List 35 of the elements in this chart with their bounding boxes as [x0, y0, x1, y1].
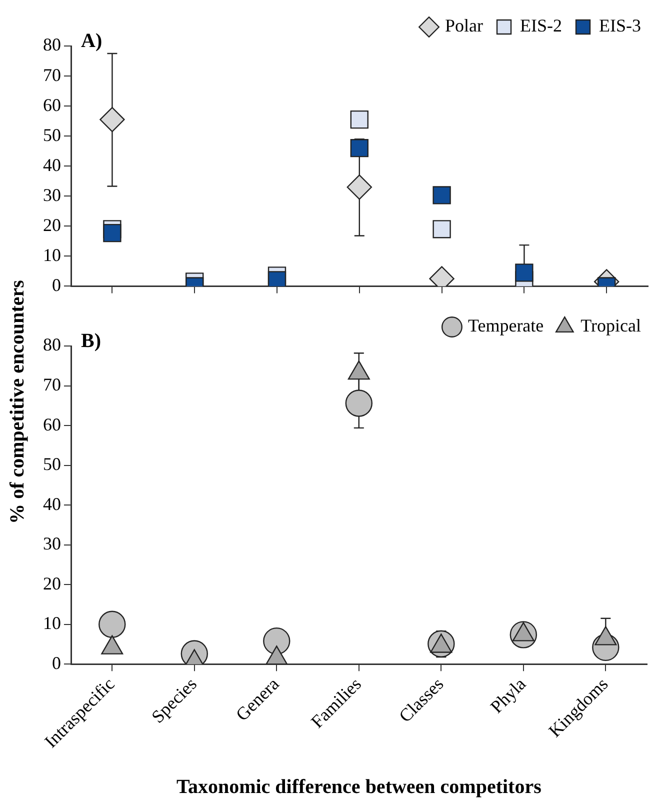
annotation: B)	[81, 330, 101, 352]
y-tick-label: 20	[43, 573, 61, 594]
y-tick-label: 50	[43, 454, 61, 474]
y-tick-label: 50	[43, 124, 61, 145]
point	[515, 264, 534, 282]
y-tick-label: 60	[43, 94, 61, 115]
point	[432, 186, 451, 204]
y-tick-label: 60	[43, 414, 61, 434]
y-tick-label: 70	[43, 64, 61, 85]
point	[432, 220, 451, 238]
point	[350, 110, 368, 129]
point	[100, 106, 125, 132]
y-tick-label: 30	[43, 534, 61, 554]
legend-label: Tropical	[580, 316, 642, 336]
y-tick-label: 0	[52, 274, 61, 295]
point	[346, 174, 372, 200]
point	[350, 139, 368, 158]
y-tick-label: 10	[43, 244, 61, 265]
y-tick-label: 40	[43, 154, 61, 175]
point	[103, 224, 122, 242]
y-tick-label: 0	[52, 652, 61, 673]
y-tick-label: 20	[43, 214, 61, 235]
x-axis-title: Taxonomic difference between competitors	[176, 776, 542, 798]
y-tick-label: 70	[43, 374, 61, 394]
annotation: A)	[81, 30, 102, 52]
y-tick-label: 40	[43, 494, 61, 514]
legend-label: EIS-3	[599, 16, 642, 36]
y-tick-label: 80	[43, 34, 61, 55]
y-tick-label: 80	[43, 334, 61, 355]
y-tick-label: 10	[43, 613, 61, 634]
y-tick-label: 30	[43, 184, 61, 205]
y-axis-title: % of competitive encounters	[6, 280, 30, 524]
legend-label: Temperate	[468, 316, 544, 336]
legend-label: Polar	[445, 16, 484, 36]
legend-label: EIS-2	[520, 16, 562, 36]
